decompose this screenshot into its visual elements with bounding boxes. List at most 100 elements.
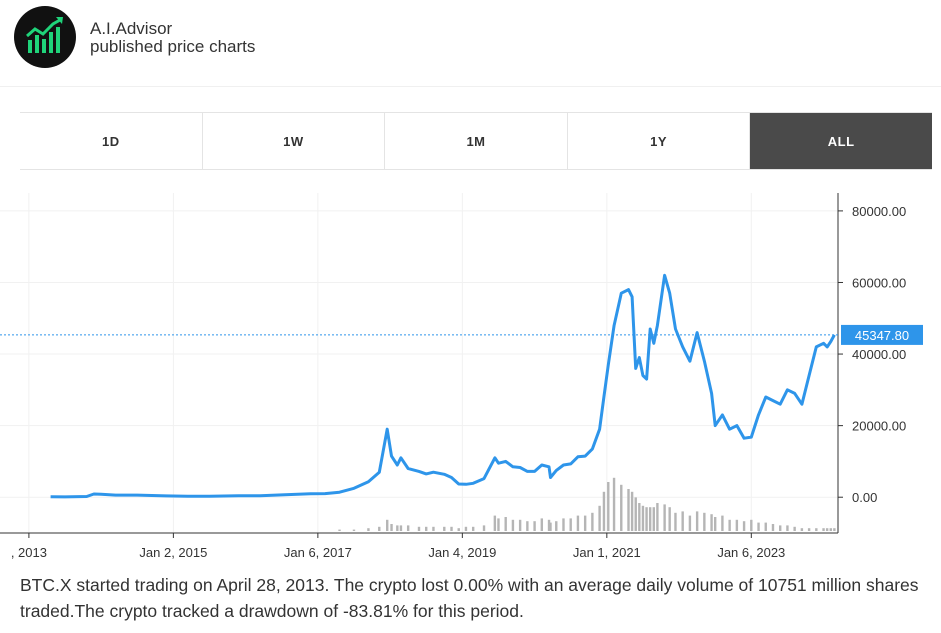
- volume-bar: [555, 521, 558, 531]
- x-tick-label: Jan 4, 2019: [428, 545, 496, 560]
- header: A.I.Advisor published price charts: [0, 0, 941, 87]
- volume-bar: [367, 528, 370, 531]
- volume-bar: [703, 512, 706, 531]
- volume-bar: [547, 519, 551, 531]
- volume-bar: [713, 517, 717, 531]
- volume-bar: [779, 525, 782, 531]
- volume-bar: [576, 515, 580, 531]
- volume-bar: [352, 529, 356, 531]
- volume-bar: [645, 507, 648, 531]
- volume-bar: [406, 525, 410, 531]
- volume-bar: [620, 484, 623, 531]
- volume-bar: [533, 521, 536, 531]
- volume-bar: [386, 519, 389, 531]
- volume-bar: [728, 519, 731, 531]
- volume-bar: [396, 525, 399, 531]
- volume-bar: [771, 524, 775, 531]
- x-tick-label: Jan 2, 2015: [139, 545, 207, 560]
- chart-description: BTC.X started trading on April 28, 2013.…: [20, 575, 919, 621]
- volume-bar: [518, 519, 522, 531]
- volume-bar: [432, 526, 435, 531]
- volume-bar: [742, 521, 746, 531]
- tab-all[interactable]: ALL: [750, 113, 932, 169]
- volume-bar: [688, 515, 692, 531]
- y-tick-label: 0.00: [852, 490, 877, 505]
- y-tick-label: 60000.00: [852, 275, 906, 290]
- period-tabs: 1D 1W 1M 1Y ALL: [20, 112, 932, 170]
- tab-1y[interactable]: 1Y: [568, 113, 751, 169]
- volume-bar: [800, 528, 804, 531]
- volume-bar: [829, 528, 832, 531]
- volume-bar: [663, 504, 666, 531]
- volume-bar: [815, 528, 818, 531]
- volume-bar: [607, 482, 610, 531]
- y-tick-label: 20000.00: [852, 419, 906, 434]
- volume-bar: [833, 528, 836, 531]
- volume-bar: [757, 522, 760, 531]
- volume-bar: [750, 519, 753, 531]
- tab-1d[interactable]: 1D: [20, 113, 203, 169]
- volume-bar: [721, 515, 724, 531]
- tab-1w[interactable]: 1W: [203, 113, 386, 169]
- rising-bar-chart-icon: [26, 17, 63, 53]
- volume-bar: [602, 491, 606, 531]
- volume-bar: [681, 511, 684, 531]
- brand-subtitle: published price charts: [90, 37, 256, 56]
- volume-bar: [417, 526, 421, 531]
- volume-bar: [648, 507, 652, 531]
- volume-bar: [634, 497, 637, 531]
- volume-bar: [338, 529, 341, 531]
- x-tick-label: Jan 1, 2021: [573, 545, 641, 560]
- volume-bar: [786, 525, 789, 531]
- volume-bar: [482, 525, 486, 531]
- volume-bar: [471, 526, 475, 531]
- volume-bar: [457, 528, 460, 531]
- last-price-badge: [841, 324, 923, 345]
- volume-bar: [497, 518, 500, 531]
- volume-bar: [668, 507, 671, 531]
- volume-bar: [569, 518, 572, 531]
- volume-bar: [511, 519, 515, 531]
- volume-bar: [825, 528, 829, 531]
- volume-bar: [583, 515, 587, 531]
- volume-bar: [641, 505, 645, 531]
- x-tick-label: , 2013: [11, 545, 47, 560]
- logo[interactable]: [14, 6, 76, 68]
- volume-bar: [549, 522, 552, 531]
- volume-bar: [764, 522, 767, 531]
- volume-bar: [627, 489, 630, 531]
- volume-bar: [504, 517, 507, 531]
- x-tick-label: Jan 6, 2017: [284, 545, 352, 560]
- price-chart[interactable]: 80000.00 60000.00 40000.00 20000.00 0.00 , 20…: [0, 188, 941, 568]
- volume-bar: [450, 526, 453, 531]
- volume-bar: [710, 514, 713, 531]
- volume-bar: [807, 528, 811, 531]
- volume-bar: [425, 526, 428, 531]
- volume-bar: [674, 512, 677, 531]
- y-tick-label: 80000.00: [852, 204, 906, 219]
- volume-bar: [735, 519, 739, 531]
- tab-1m[interactable]: 1M: [385, 113, 568, 169]
- volume-bar: [378, 526, 381, 531]
- volume-bar: [591, 512, 594, 531]
- price-line: [50, 273, 836, 499]
- volume-bar: [630, 491, 634, 531]
- volume-bar: [399, 525, 403, 531]
- last-price-label: 45347.80: [855, 328, 909, 343]
- volume-bar: [562, 518, 565, 531]
- x-tick-label: Jan 6, 2023: [717, 545, 785, 560]
- volume-bar: [464, 526, 468, 531]
- volume-bar: [443, 526, 446, 531]
- volume-bar: [822, 528, 825, 531]
- volume-bar: [638, 503, 641, 531]
- volume-bar: [390, 524, 393, 531]
- volume-bar: [652, 507, 655, 531]
- y-tick-label: 40000.00: [852, 347, 906, 362]
- volume-bar: [540, 518, 544, 531]
- volume-bar: [793, 526, 796, 531]
- volume-bar: [598, 505, 601, 531]
- volume-bar: [526, 521, 529, 531]
- brand-name[interactable]: A.I.Advisor: [90, 19, 173, 38]
- volume-bar: [612, 477, 616, 531]
- volume-bar: [656, 503, 659, 531]
